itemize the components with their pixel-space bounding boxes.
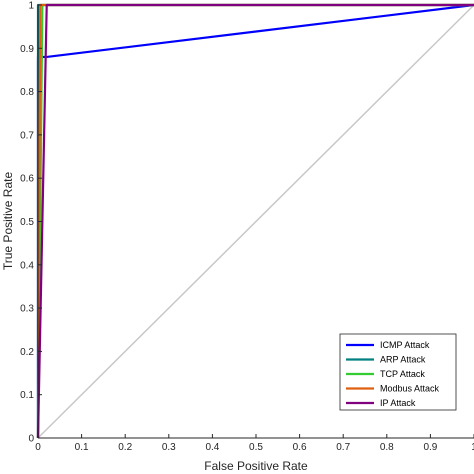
y-tick-label: 0.5 [20, 217, 34, 228]
tick-layer: 0 0.1 0.2 0.3 0.4 0.5 0.6 0.7 0.8 0.9 1 0 0.1 0.2 0.3 0… [20, 1, 474, 453]
x-tick-label: 0 [35, 442, 41, 453]
x-tick-label: 0.5 [249, 442, 263, 453]
y-axis-title: True Positive Rate [1, 172, 15, 271]
diagonal-reference-layer [37, 4, 474, 439]
x-tick-label: 0.2 [118, 442, 132, 453]
legend-label-ip-attack: IP Attack [380, 398, 416, 408]
x-tick-label: 0.6 [293, 442, 307, 453]
y-tick-label: 0.8 [20, 87, 34, 98]
y-tick-label: 0.3 [20, 304, 34, 315]
x-tick-label: 0.9 [423, 442, 437, 453]
legend-label-arp-attack: ARP Attack [380, 355, 426, 365]
y-tick-label: 1 [28, 1, 34, 12]
y-tick-label: 0 [28, 434, 34, 445]
x-axis-title: False Positive Rate [204, 459, 308, 473]
y-tick-label: 0.4 [20, 260, 34, 271]
x-tick-label: 0.8 [380, 442, 394, 453]
x-tick-label: 0.3 [162, 442, 176, 453]
x-tick-label: 0.7 [336, 442, 350, 453]
y-tick-label: 0.2 [20, 347, 34, 358]
x-tick-label: 0.4 [205, 442, 219, 453]
diagonal-reference-line [37, 4, 474, 439]
legend-label-modbus-attack: Modbus Attack [380, 384, 440, 394]
y-tick-label: 0.1 [20, 390, 34, 401]
legend: ICMP Attack ARP Attack TCP Attack Modbus At… [339, 333, 457, 411]
series-line-ip-attack [36, 3, 474, 439]
legend-box [339, 333, 457, 411]
legend-label-tcp-attack: TCP Attack [380, 369, 425, 379]
legend-label-icmp-attack: ICMP Attack [380, 340, 430, 350]
y-tick-label: 0.9 [20, 44, 34, 55]
x-tick-label: 0.1 [75, 442, 89, 453]
y-tick-label: 0.7 [20, 130, 34, 141]
x-tick-label: 1 [471, 442, 474, 453]
y-tick-label: 0.6 [20, 174, 34, 185]
